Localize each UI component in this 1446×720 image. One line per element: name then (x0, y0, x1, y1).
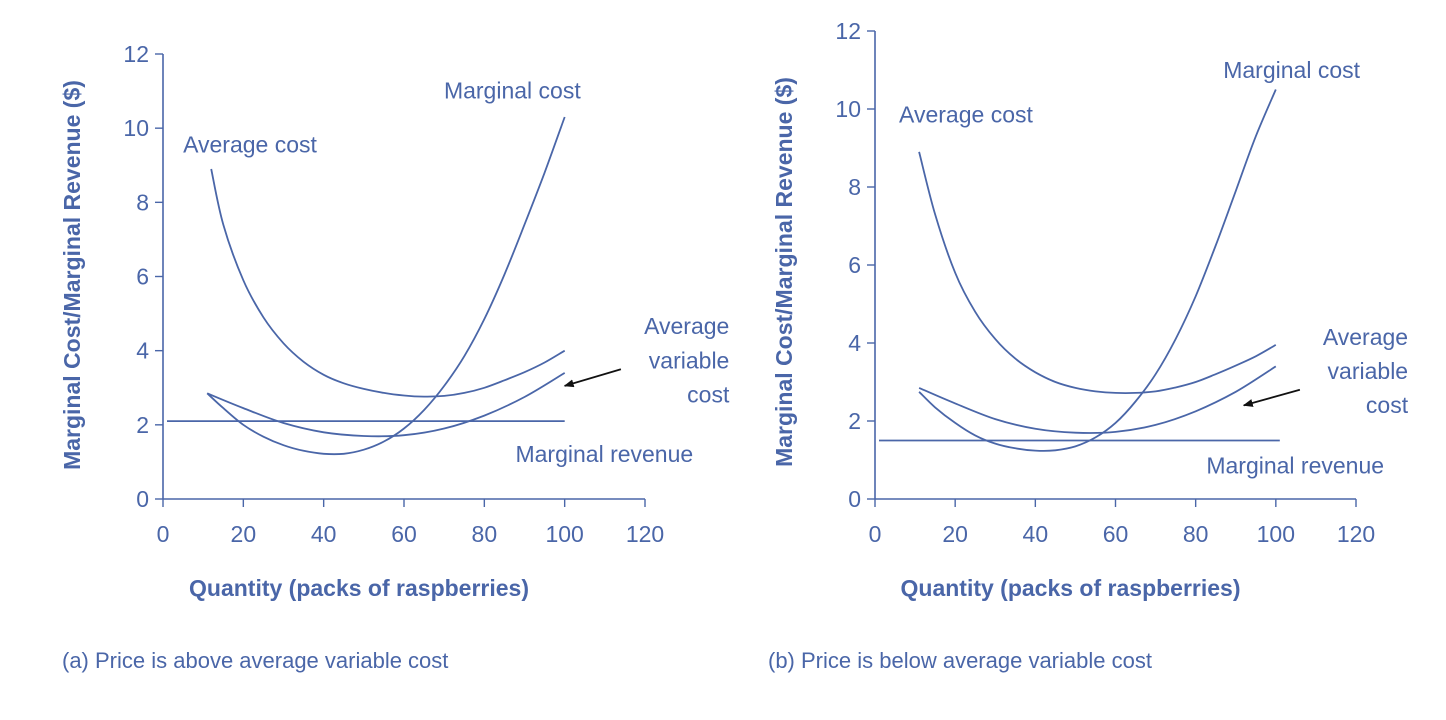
annotation-b-marginal-cost-0: Marginal cost (1223, 57, 1360, 83)
x-tick-label-a-120: 120 (626, 521, 664, 547)
annotation-b-marginal-revenue-5: Marginal revenue (1206, 453, 1384, 479)
average-cost-curve-b (918, 151, 1277, 395)
annotation-a-marginal-cost-0: Marginal cost (444, 78, 581, 104)
avc-arrow-b (1242, 388, 1301, 407)
average-variable-cost-curve-a (206, 372, 566, 438)
caption-panel-b: (b) Price is below average variable cost (768, 648, 1152, 673)
average-cost-curve-a (210, 168, 566, 398)
x-tick-label-a-20: 20 (231, 521, 257, 547)
y-tick-label-a-0: 0 (136, 486, 149, 512)
y-tick-label-a-10: 10 (123, 115, 149, 141)
annotation-b-average-2: Average (1323, 324, 1408, 350)
y-axis-label-a: Marginal Cost/Marginal Revenue ($) (59, 80, 85, 470)
marginal-cost-curve-a (206, 116, 566, 456)
y-axis-label-b: Marginal Cost/Marginal Revenue ($) (771, 77, 797, 467)
x-axis-label-a: Quantity (packs of raspberries) (189, 575, 529, 601)
y-tick-label-b-6: 6 (848, 252, 861, 278)
y-tick-label-a-4: 4 (136, 338, 149, 364)
caption-panel-a: (a) Price is above average variable cost (62, 648, 449, 673)
annotation-b-variable-3: variable (1328, 358, 1409, 384)
x-tick-label-b-20: 20 (942, 521, 968, 547)
average-variable-cost-curve-b (918, 365, 1277, 434)
annotation-a-cost-4: cost (687, 382, 730, 408)
annotation-b-cost-4: cost (1366, 392, 1409, 418)
x-tick-label-a-0: 0 (157, 521, 170, 547)
annotation-a-average-cost-1: Average cost (183, 131, 317, 157)
y-tick-label-a-6: 6 (136, 264, 149, 290)
x-tick-label-a-60: 60 (391, 521, 417, 547)
x-tick-label-a-40: 40 (311, 521, 337, 547)
marginal-cost-curve-b (918, 89, 1277, 452)
x-axis-label-b: Quantity (packs of raspberries) (901, 575, 1241, 601)
y-tick-label-b-0: 0 (848, 486, 861, 512)
x-tick-label-a-100: 100 (545, 521, 583, 547)
x-tick-label-b-120: 120 (1337, 521, 1375, 547)
y-tick-label-b-10: 10 (835, 96, 861, 122)
x-tick-label-b-40: 40 (1023, 521, 1049, 547)
x-tick-label-b-100: 100 (1257, 521, 1295, 547)
x-tick-label-a-80: 80 (472, 521, 498, 547)
x-tick-label-b-0: 0 (869, 521, 882, 547)
y-tick-label-b-2: 2 (848, 408, 861, 434)
y-tick-label-a-12: 12 (123, 41, 149, 67)
x-tick-label-b-60: 60 (1103, 521, 1129, 547)
annotation-b-average-cost-1: Average cost (899, 102, 1033, 128)
y-tick-label-a-2: 2 (136, 412, 149, 438)
avc-arrow-a (563, 368, 622, 388)
y-tick-label-b-12: 12 (835, 18, 861, 44)
annotation-a-average-2: Average (644, 313, 729, 339)
y-tick-label-a-8: 8 (136, 189, 149, 215)
annotation-a-variable-3: variable (649, 347, 730, 373)
y-tick-label-b-4: 4 (848, 330, 861, 356)
y-tick-label-b-8: 8 (848, 174, 861, 200)
x-tick-label-b-80: 80 (1183, 521, 1209, 547)
annotation-a-marginal-revenue-5: Marginal revenue (515, 441, 693, 467)
